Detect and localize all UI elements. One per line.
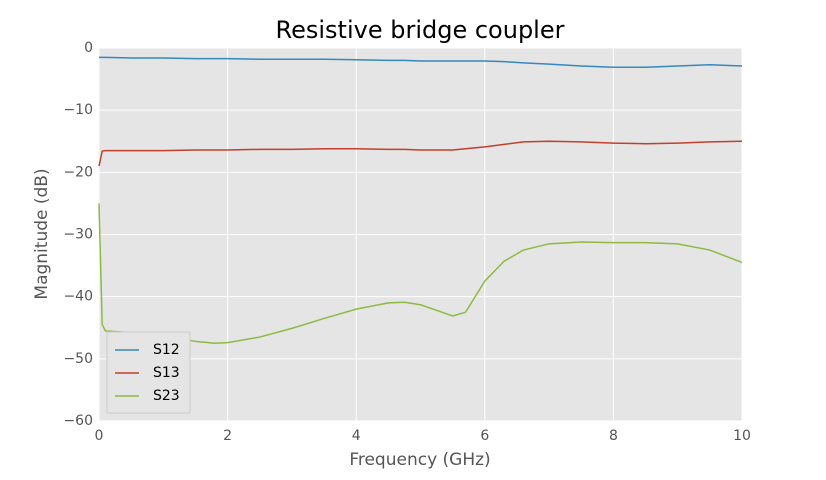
x-tick-label: 2: [223, 428, 232, 444]
y-tick-label: −60: [63, 413, 93, 429]
line-series: [99, 56, 743, 69]
y-axis-label: Magnitude (dB): [32, 168, 52, 299]
legend-label: S23: [153, 388, 180, 404]
x-tick-label: 10: [733, 428, 751, 444]
x-axis-label: Frequency (GHz): [349, 450, 490, 470]
y-tick-label: −10: [63, 102, 93, 118]
line-series: [98, 140, 743, 167]
legend-label: S12: [153, 342, 180, 358]
x-tick-label: 6: [480, 428, 489, 444]
legend-label: S13: [153, 365, 180, 381]
y-tick-label: 0: [84, 40, 93, 56]
x-tick-label: 0: [95, 428, 104, 444]
y-tick-label: −50: [63, 351, 93, 367]
y-tick-label: −40: [63, 289, 93, 305]
chart-title: Resistive bridge coupler: [276, 16, 565, 44]
x-tick-label: 4: [352, 428, 361, 444]
y-tick-label: −30: [63, 227, 93, 243]
x-tick-label: 8: [609, 428, 618, 444]
y-tick-label: −20: [63, 164, 93, 180]
